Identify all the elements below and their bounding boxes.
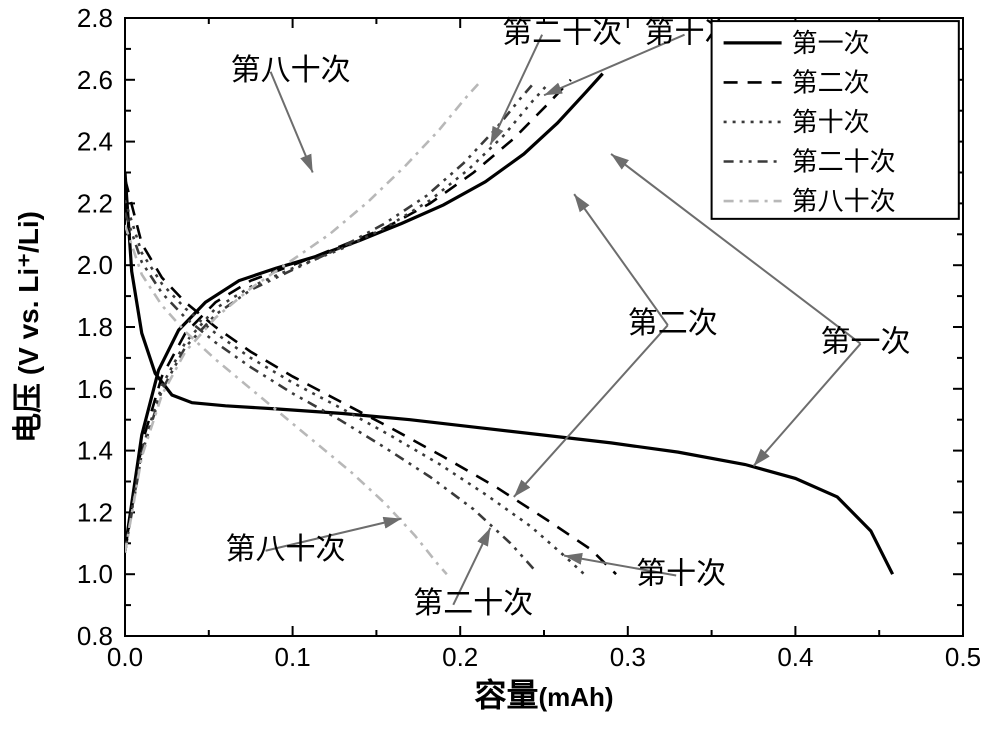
legend-label: 第十次 — [792, 108, 870, 137]
x-tick-label: 0.5 — [945, 642, 981, 672]
y-tick-label: 1.8 — [77, 312, 113, 342]
chart-container: 0.00.10.20.30.40.50.81.01.21.41.61.82.02… — [0, 0, 1000, 739]
legend-label: 第一次 — [792, 29, 870, 58]
y-tick-label: 0.8 — [77, 621, 113, 651]
annotation-label: 第一次 — [821, 326, 911, 359]
x-tick-label: 0.2 — [442, 642, 478, 672]
legend-label: 第八十次 — [792, 187, 896, 216]
y-tick-label: 1.6 — [77, 374, 113, 404]
annotation-label: 第二十次 — [413, 587, 533, 620]
y-tick-label: 2.4 — [77, 127, 113, 157]
y-axis-title: 电压 (V vs. Li⁺/Li) — [12, 211, 45, 443]
y-tick-label: 1.2 — [77, 497, 113, 527]
chart-svg: 0.00.10.20.30.40.50.81.01.21.41.61.82.02… — [0, 0, 1000, 734]
legend-label: 第二十次 — [792, 147, 896, 176]
y-tick-label: 1.4 — [77, 436, 113, 466]
legend-label: 第二次 — [792, 68, 870, 97]
y-tick-label: 2.0 — [77, 250, 113, 280]
y-tick-label: 2.8 — [77, 3, 113, 33]
annotation-label: 第八十次 — [226, 533, 346, 566]
y-tick-label: 1.0 — [77, 559, 113, 589]
x-tick-label: 0.3 — [610, 642, 646, 672]
annotation-label: 第十次 — [636, 557, 726, 590]
x-axis-title: 容量(mAh) — [474, 677, 613, 713]
y-tick-label: 2.6 — [77, 65, 113, 95]
x-tick-label: 0.4 — [777, 642, 813, 672]
annotation-label: 第八十次 — [231, 54, 351, 87]
annotation-label: 第二十次 — [502, 17, 622, 50]
annotation-label: 第二次 — [628, 307, 718, 340]
y-tick-label: 2.2 — [77, 188, 113, 218]
x-tick-label: 0.1 — [275, 642, 311, 672]
